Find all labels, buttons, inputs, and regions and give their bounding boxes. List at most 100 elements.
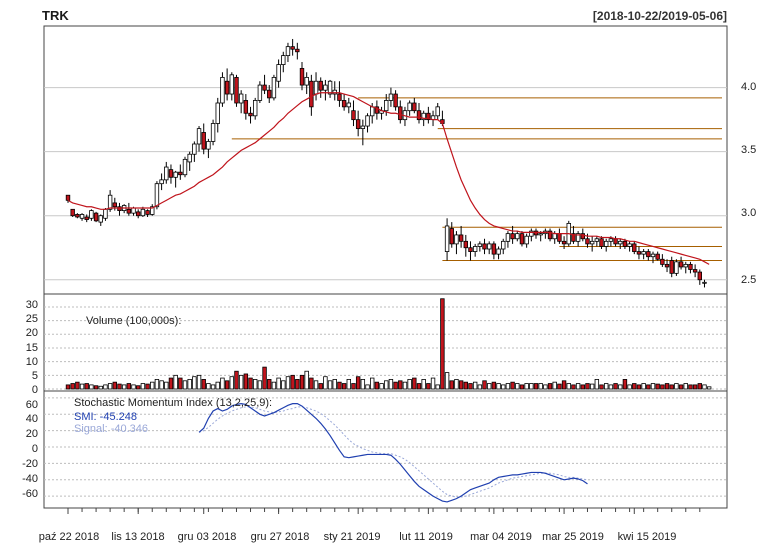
volume-bar (646, 384, 651, 390)
candle-body (622, 240, 628, 247)
candle-body (589, 240, 595, 245)
volume-bar (589, 383, 595, 390)
candle-body (295, 48, 300, 53)
volume-bar (547, 383, 553, 390)
candle-body (477, 243, 483, 247)
x-tick-label: mar 04 2019 (470, 531, 532, 543)
volume-bar (618, 384, 623, 390)
candle-body (646, 251, 651, 258)
volume-bar (215, 381, 220, 390)
volume-bar (267, 379, 272, 390)
x-tick-label: kwi 15 2019 (618, 531, 677, 543)
smi-y-tick: -60 (22, 488, 38, 500)
volume-bar (309, 377, 314, 390)
volume-bar (192, 376, 197, 390)
candle-body (290, 46, 295, 50)
volume-bar (107, 383, 113, 390)
volume-y-tick: 15 (26, 342, 38, 354)
x-tick-label: lis 13 2018 (111, 531, 164, 543)
candle-body (168, 169, 174, 178)
volume-bar (412, 377, 417, 390)
candle-body (196, 128, 202, 145)
candle-body (187, 153, 192, 163)
volume-bar (79, 383, 85, 390)
volume-bar (341, 383, 347, 390)
volume-bar (641, 383, 646, 390)
volume-bar (360, 379, 366, 390)
candle-body (669, 260, 674, 274)
candle-body (173, 171, 178, 178)
volume-bar (332, 379, 337, 390)
volume-bar (295, 379, 300, 390)
price-support-resistance-lines (231, 97, 722, 262)
volume-bar (248, 377, 253, 390)
candle-body (496, 248, 501, 255)
volume-bar (627, 384, 632, 390)
volume-bar (529, 383, 534, 390)
volume-bar (145, 383, 150, 390)
volume-bar (299, 374, 305, 390)
candle-body (608, 238, 614, 242)
candle-body (374, 106, 380, 114)
volume-bar (664, 383, 670, 390)
volume-bar (491, 381, 497, 390)
candle-body (234, 76, 239, 104)
candle-body (210, 123, 216, 142)
volume-bar (388, 379, 394, 390)
smi-y-tick: 0 (32, 443, 38, 455)
volume-bar (430, 377, 436, 390)
candle-body (655, 253, 660, 260)
volume-bar (678, 384, 684, 390)
volume-bar (486, 383, 492, 390)
volume-bar (557, 383, 562, 390)
volume-bar (435, 384, 440, 390)
volume-bar (519, 384, 525, 390)
candle-body (215, 102, 220, 124)
candle-body (692, 269, 698, 273)
volume-bar (103, 384, 108, 390)
smi-y-tick: 60 (26, 399, 38, 411)
volume-bar (454, 379, 459, 390)
volume-bar (692, 384, 698, 390)
volume-bar (112, 381, 117, 390)
volume-bar (210, 384, 216, 390)
price-candles (65, 38, 707, 288)
price-moving-average (67, 92, 710, 265)
candle-body (318, 80, 323, 91)
volume-bar (154, 379, 160, 390)
candle-body (458, 234, 464, 242)
volume-bar (374, 381, 380, 390)
volume-bar (201, 379, 206, 390)
candle-body (580, 233, 585, 240)
candle-body (140, 208, 146, 217)
candle-body (533, 230, 539, 236)
candle-body (182, 158, 188, 176)
candle-body (454, 234, 459, 245)
x-tick-label: lut 11 2019 (399, 531, 453, 543)
volume-bar (482, 380, 487, 390)
volume-bar (187, 379, 192, 390)
smi-panel: Stochastic Momentum Index (13,2,25,9): S… (22, 390, 728, 509)
volume-bar (65, 384, 71, 390)
volume-bar (660, 384, 665, 390)
volume-bar (580, 384, 585, 390)
candle-body (650, 253, 656, 258)
candle-body (150, 206, 155, 215)
volume-bar (505, 383, 511, 390)
volume-bar (636, 384, 642, 390)
volume-bar (365, 384, 370, 390)
volume-bar (257, 380, 263, 390)
volume-bar (398, 380, 403, 390)
volume-bar (313, 380, 319, 390)
candle-body (369, 106, 375, 117)
volume-bar (426, 383, 431, 390)
volume-y-tick: 30 (26, 299, 38, 311)
volume-bar (384, 380, 389, 390)
candle-body (613, 238, 618, 245)
candle-body (65, 194, 71, 201)
candle-body (229, 74, 234, 95)
volume-bar (650, 383, 656, 390)
volume-y-tick: 25 (26, 313, 38, 325)
candle-body (93, 212, 99, 222)
candle-body (360, 125, 366, 130)
